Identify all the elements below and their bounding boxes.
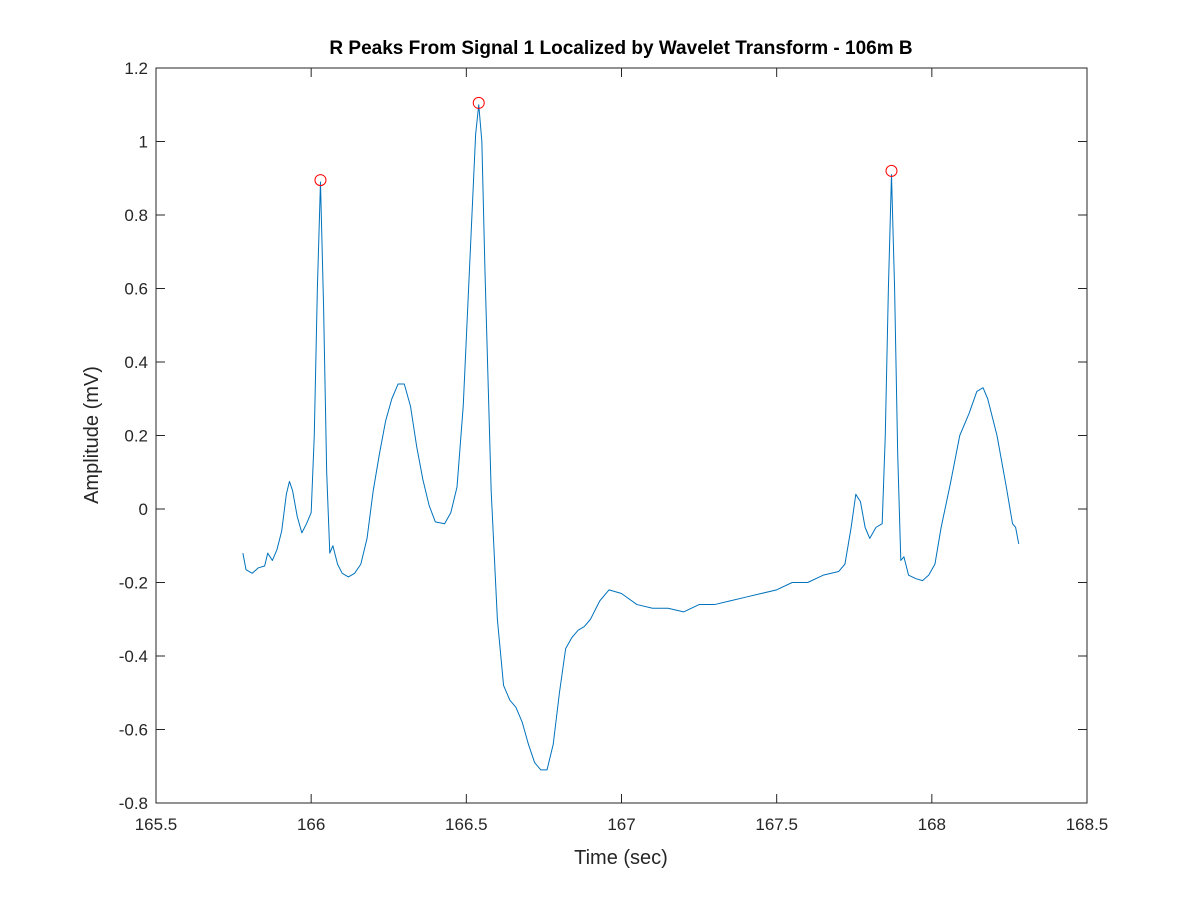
y-tick-label: -0.6 [119, 721, 148, 740]
y-tick-label: 0.4 [124, 353, 148, 372]
x-tick-layer: 165.5 166 166.5 167 167.5 168 168.5 [135, 68, 1109, 834]
y-tick-label: -0.2 [119, 574, 148, 593]
r-peak-marker [885, 164, 898, 177]
x-tick-label: 167 [607, 815, 635, 834]
y-tick-label: 0.8 [124, 206, 148, 225]
x-axis-label: Time (sec) [574, 847, 668, 869]
series-layer [242, 104, 1020, 771]
r-peak-marker [314, 174, 327, 187]
y-tick-layer: -0.8 -0.6 -0.4 -0.2 0 0.2 0.4 0.6 0.8 1 1.2 [119, 59, 1087, 813]
x-tick-label: 168 [918, 815, 946, 834]
y-tick-label: 0.2 [124, 427, 148, 446]
y-tick-label: 1 [139, 133, 148, 152]
y-tick-label: 0.6 [124, 280, 148, 299]
x-tick-label: 166.5 [445, 815, 488, 834]
peak-marker-layer [314, 96, 898, 187]
y-axis-label: Amplitude (mV) [81, 366, 103, 504]
x-tick-label: 165.5 [135, 815, 178, 834]
y-tick-label: -0.8 [119, 794, 148, 813]
chart-title: R Peaks From Signal 1 Localized by Wavel… [329, 38, 912, 59]
y-tick-label: -0.4 [119, 647, 148, 666]
x-tick-label: 166 [297, 815, 325, 834]
x-tick-label: 168.5 [1066, 815, 1109, 834]
x-tick-label: 167.5 [755, 815, 798, 834]
ecg-signal-line [242, 104, 1020, 771]
y-tick-label: 1.2 [124, 59, 148, 78]
y-tick-label: 0 [139, 500, 148, 519]
r-peak-marker [472, 96, 485, 109]
plot-area-background [156, 68, 1087, 803]
